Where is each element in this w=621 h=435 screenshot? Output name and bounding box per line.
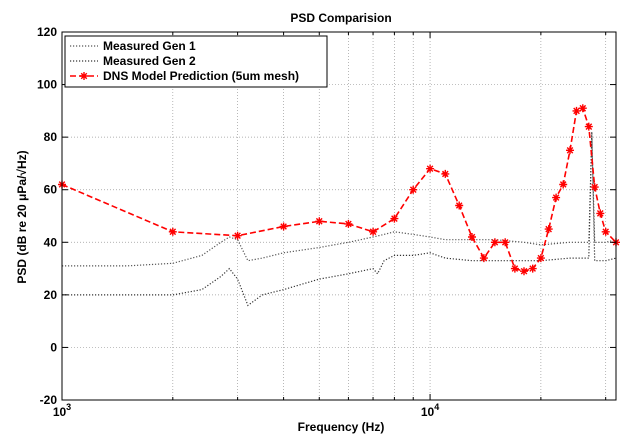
legend-label: Measured Gen 1 [103,39,196,53]
data-point [602,228,610,236]
data-point [344,220,352,228]
data-point [426,165,434,173]
y-tick-label: 60 [44,183,58,197]
data-point [585,123,593,131]
data-point [455,202,463,210]
data-point [529,265,537,273]
data-point [511,265,519,273]
data-point [280,223,288,231]
series-line-2 [62,132,616,306]
data-point [545,225,553,233]
y-tick-label: 40 [44,235,58,249]
y-axis-label: PSD (dB re 20 μPa/√Hz) [15,150,29,283]
legend-label: Measured Gen 2 [103,54,196,68]
series-layer [58,104,620,305]
data-point [566,146,574,154]
chart-title: PSD Comparision [290,11,391,25]
y-tick-label: 120 [37,25,57,39]
data-point [591,183,599,191]
data-point [369,228,377,236]
data-point [234,232,242,240]
data-point [169,228,177,236]
x-axis-label: Frequency (Hz) [298,420,385,434]
data-point [520,267,528,275]
data-point [579,104,587,112]
data-point [390,215,398,223]
data-point [441,170,449,178]
y-tick-label: 0 [50,340,57,354]
data-point [559,181,567,189]
y-tick-label: 20 [44,288,58,302]
data-point [596,209,604,217]
data-point [537,254,545,262]
data-point [491,238,499,246]
y-tick-label: 80 [44,130,58,144]
y-tick-label: 100 [37,78,57,92]
data-point [409,186,417,194]
data-point [480,254,488,262]
data-point [315,217,323,225]
x-tick-label: 103 [53,402,71,419]
legend-label: DNS Model Prediction (5um mesh) [103,69,299,83]
data-point [552,194,560,202]
x-tick-label: 104 [421,402,439,419]
data-point [501,238,509,246]
legend-marker [80,72,88,80]
series-line-1 [62,137,616,266]
data-point [468,233,476,241]
